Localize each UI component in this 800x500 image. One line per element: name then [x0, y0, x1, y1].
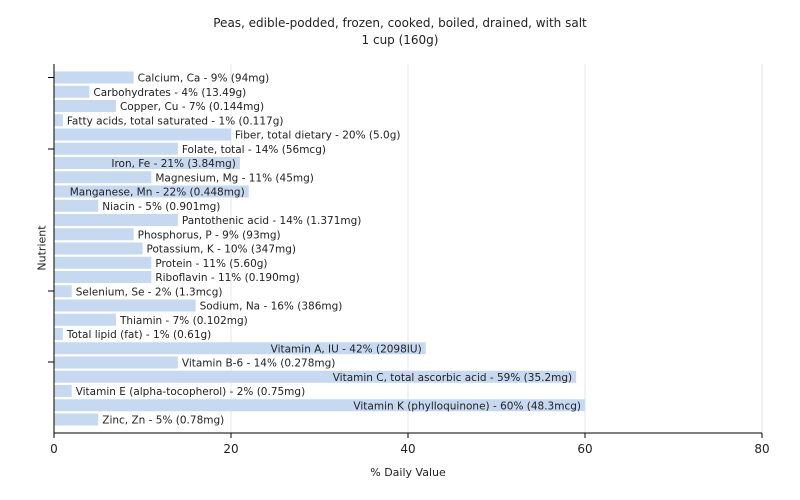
bar	[54, 285, 72, 298]
x-tick-label: 60	[577, 442, 592, 456]
bar	[54, 370, 577, 383]
data-label: Riboflavin - 11% (0.190mg)	[155, 272, 299, 284]
data-label: Manganese, Mn - 22% (0.448mg)	[70, 187, 245, 199]
x-tick-label: 20	[223, 442, 238, 456]
data-label: Zinc, Zn - 5% (0.78mg)	[102, 415, 224, 427]
chart-subtitle: 1 cup (160g)	[361, 33, 439, 47]
x-tick-label: 0	[50, 442, 58, 456]
data-label: Phosphorus, P - 9% (93mg)	[138, 229, 281, 241]
data-label: Calcium, Ca - 9% (94mg)	[138, 73, 270, 85]
bar	[54, 356, 178, 369]
bar	[54, 199, 99, 212]
data-label: Fiber, total dietary - 20% (5.0g)	[235, 130, 400, 142]
data-label: Niacin - 5% (0.901mg)	[102, 201, 220, 213]
bar	[54, 100, 116, 112]
data-label: Sodium, Na - 16% (386mg)	[200, 301, 343, 313]
bar	[54, 71, 134, 84]
data-label: Magnesium, Mg - 11% (45mg)	[155, 172, 314, 184]
bar	[54, 214, 178, 226]
data-label: Iron, Fe - 21% (3.84mg)	[111, 158, 235, 170]
chart-title: Peas, edible-podded, frozen, cooked, boi…	[213, 16, 587, 30]
data-label: Folate, total - 14% (56mcg)	[182, 144, 326, 156]
x-axis-label: % Daily Value	[370, 466, 446, 479]
bar	[54, 413, 99, 426]
bar	[54, 271, 152, 283]
bar	[54, 114, 63, 127]
data-label: Vitamin C, total ascorbic acid - 59% (35…	[333, 372, 572, 384]
data-label: Copper, Cu - 7% (0.144mg)	[120, 101, 264, 113]
bar	[54, 85, 90, 98]
bar	[54, 342, 426, 355]
bar	[54, 228, 134, 241]
bar	[54, 299, 196, 312]
data-label: Vitamin E (alpha-tocopherol) - 2% (0.75m…	[76, 386, 306, 398]
bar	[54, 242, 143, 255]
x-tick-label: 40	[400, 442, 415, 456]
y-axis-label: Nutrient	[35, 225, 49, 271]
bar	[54, 328, 63, 340]
data-label: Thiamin - 7% (0.102mg)	[119, 315, 248, 327]
bar	[54, 256, 152, 269]
data-label: Vitamin A, IU - 42% (2098IU)	[271, 343, 422, 355]
data-label: Protein - 11% (5.60g)	[155, 258, 267, 270]
bar	[54, 385, 72, 397]
data-label: Vitamin K (phylloquinone) - 60% (48.3mcg…	[353, 400, 581, 412]
bar	[54, 142, 178, 155]
bar	[54, 399, 585, 412]
bar	[54, 157, 240, 169]
data-label: Pantothenic acid - 14% (1.371mg)	[182, 215, 361, 227]
bar	[54, 128, 231, 141]
data-label: Vitamin B-6 - 14% (0.278mg)	[182, 358, 336, 370]
x-tick-label: 80	[754, 442, 769, 456]
data-label: Total lipid (fat) - 1% (0.61g)	[66, 329, 211, 341]
bar	[54, 185, 249, 198]
bar	[54, 171, 152, 184]
data-label: Potassium, K - 10% (347mg)	[147, 244, 297, 256]
data-label: Fatty acids, total saturated - 1% (0.117…	[67, 115, 284, 127]
data-label: Carbohydrates - 4% (13.49g)	[93, 87, 246, 99]
data-label: Selenium, Se - 2% (1.3mcg)	[76, 286, 223, 298]
bar	[54, 313, 116, 326]
